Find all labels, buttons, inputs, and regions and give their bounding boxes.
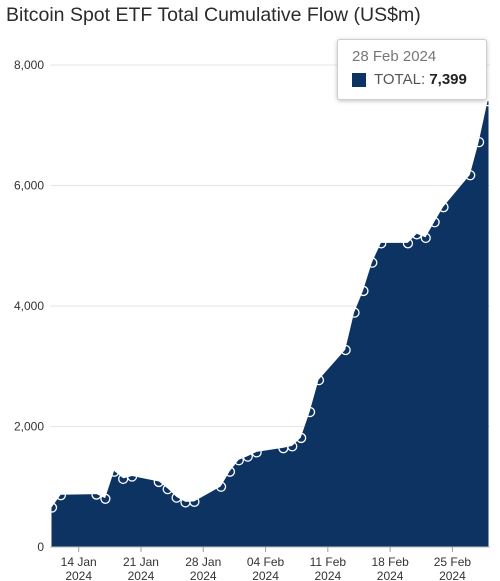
data-point[interactable] [429,217,440,228]
data-point[interactable] [295,432,307,444]
y-tick-label: 6,000 [14,179,44,193]
chart-title: Bitcoin Spot ETF Total Cumulative Flow (… [6,4,421,26]
x-tick-label: 04 Feb 2024 [247,555,285,581]
data-point[interactable] [162,484,173,495]
data-point[interactable] [358,285,369,297]
tooltip-swatch-icon [352,72,366,87]
data-point[interactable] [349,307,360,318]
data-point[interactable] [420,232,431,244]
data-point[interactable] [465,170,476,181]
tooltip-row: TOTAL : 7,399 [352,71,486,88]
data-point[interactable] [55,490,67,501]
data-point[interactable] [438,202,449,213]
data-point[interactable] [473,136,485,148]
data-point[interactable] [482,96,494,107]
y-tick-label: 2,000 [14,420,44,434]
data-point[interactable] [304,406,316,418]
data-point[interactable] [313,374,325,386]
series-area-total [51,101,489,548]
data-point[interactable] [224,466,236,477]
data-point[interactable] [109,466,120,477]
x-tick-label: 25 Feb 2024 [434,555,472,581]
data-point[interactable] [153,476,164,488]
data-point[interactable] [46,502,58,513]
x-tick-label: 14 Jan 2024 [61,555,97,581]
marker-layer[interactable] [46,96,494,513]
data-point[interactable] [376,238,387,249]
data-point[interactable] [189,496,200,507]
data-point[interactable] [340,344,351,356]
data-point[interactable] [287,441,298,452]
x-tick-label: 21 Jan 2024 [123,555,159,581]
tooltip: 28 Feb 2024 TOTAL : 7,399 [337,39,487,100]
tooltip-value: 7,399 [429,71,467,88]
x-tick-label: 11 Feb 2024 [310,555,347,581]
y-tick-label: 0 [37,540,44,554]
data-point[interactable] [367,257,378,268]
data-point[interactable] [242,451,253,462]
data-point[interactable] [411,229,422,240]
y-tick-label: 4,000 [14,299,44,313]
data-point[interactable] [233,455,245,466]
data-point[interactable] [126,471,138,482]
x-tick-label: 18 Feb 2024 [371,555,409,581]
axis-layer: 14 Jan 2024 21 Jan 2024 28 Jan 2024 04 Feb 2024… [50,546,490,581]
tooltip-separator: : [420,71,426,88]
data-point[interactable] [171,492,182,503]
y-tick-label: 8,000 [14,58,44,72]
data-point[interactable] [215,481,227,492]
x-tick-label: 28 Jan 2024 [185,555,221,581]
data-point[interactable] [91,489,102,500]
data-point[interactable] [100,493,111,504]
data-point[interactable] [251,447,262,458]
data-point[interactable] [402,238,414,249]
tooltip-series-label: TOTAL [374,71,421,88]
area-layer [51,101,489,548]
tooltip-date: 28 Feb 2024 [352,48,437,65]
